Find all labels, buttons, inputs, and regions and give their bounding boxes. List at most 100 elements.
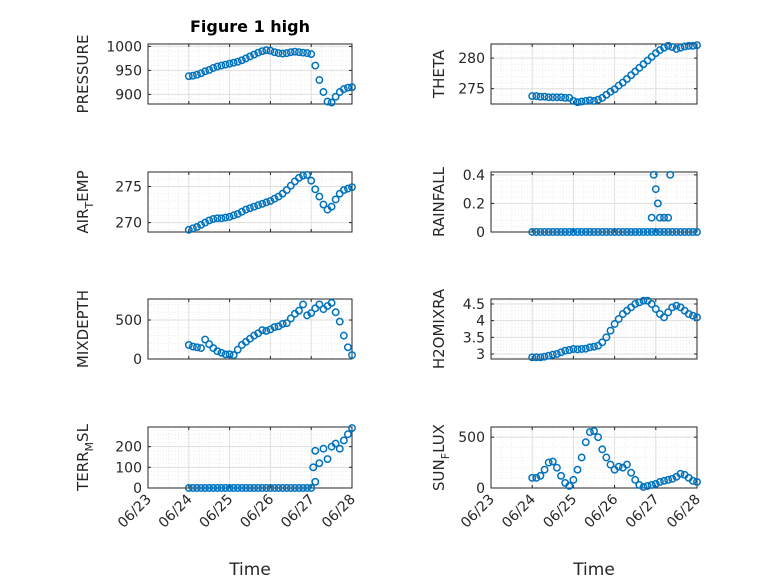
data-point (282, 319, 291, 328)
data-point (664, 213, 673, 222)
data-point (540, 465, 549, 474)
x-tick-label: 06/23 (115, 492, 155, 532)
panel-h2omixra: 33.544.5 H2OMIXRA (430, 288, 701, 369)
data-point (660, 313, 668, 322)
y-axis-label: THETA (430, 49, 448, 99)
data-point (561, 228, 570, 236)
data-point (590, 427, 598, 436)
data-point (266, 484, 275, 492)
data-point (274, 484, 283, 492)
data-point (311, 446, 320, 455)
data-point (286, 48, 295, 57)
data-point (331, 308, 340, 317)
data-point (664, 475, 673, 484)
data-point (217, 348, 226, 357)
data-point (258, 484, 267, 492)
data-point (585, 343, 594, 352)
y-tick-label: 0 (476, 225, 485, 241)
data-point (311, 61, 320, 70)
data-point (315, 192, 324, 201)
x-axis-label: Time (572, 560, 615, 580)
data-point (258, 326, 267, 335)
data-point (635, 298, 644, 307)
data-point (561, 93, 570, 102)
data-point (631, 475, 640, 484)
data-point (197, 220, 205, 229)
data-point (540, 352, 549, 361)
data-point (627, 71, 636, 80)
data-point (668, 303, 677, 312)
data-point (680, 228, 689, 236)
data-point (552, 350, 561, 358)
data-point (569, 475, 578, 484)
data-point (258, 199, 267, 208)
data-point (684, 41, 693, 50)
data-point (319, 444, 328, 453)
x-tick-label: 06/23 (458, 492, 498, 532)
data-point (688, 228, 697, 236)
data-point (250, 484, 259, 492)
data-point (668, 474, 677, 483)
y-axis-label: TERRMSL (74, 423, 96, 492)
data-point (290, 484, 299, 492)
data-point (205, 484, 214, 492)
data-point (660, 213, 668, 222)
data-point (688, 41, 697, 50)
data-point (286, 181, 295, 190)
data-point (262, 484, 271, 492)
data-point (594, 228, 603, 236)
data-point (569, 228, 578, 236)
data-point (311, 304, 320, 313)
data-point (299, 48, 307, 57)
data-point (528, 353, 537, 362)
data-point (618, 228, 627, 236)
data-point (610, 320, 619, 328)
panel-terrmsl: 0 100 200 TERRMSL 06/23 06/24 06/25 06/26 06/27 0… (74, 423, 359, 580)
data-point (197, 344, 205, 353)
data-point (672, 301, 681, 310)
data-point (598, 338, 607, 347)
data-point (339, 85, 348, 94)
data-point (569, 345, 578, 353)
data-point (315, 76, 324, 84)
data-point (635, 63, 644, 72)
data-point (664, 228, 673, 236)
y-tick-label: 500 (115, 313, 142, 329)
data-point (184, 225, 193, 234)
data-point (315, 459, 324, 468)
data-point (229, 58, 238, 67)
data-point (343, 184, 352, 193)
data-point (565, 228, 574, 236)
y-tick-label: 200 (115, 440, 142, 456)
y-axis-label: RAINFALL (430, 166, 448, 237)
data-point (233, 345, 242, 354)
data-point (282, 186, 291, 195)
data-point (233, 57, 242, 66)
data-point (552, 93, 561, 102)
data-point (693, 41, 701, 50)
data-point (343, 83, 352, 92)
data-point (585, 96, 594, 105)
data-point (660, 43, 668, 52)
data-point (184, 72, 193, 81)
data-point (241, 205, 250, 214)
data-point (258, 47, 267, 56)
data-point (635, 228, 644, 236)
data-point (655, 228, 664, 236)
data-point (319, 88, 328, 96)
data-point (590, 96, 598, 105)
data-point (286, 484, 295, 492)
data-point (225, 59, 234, 68)
data-point (627, 228, 636, 236)
data-point (307, 50, 316, 59)
data-point (217, 61, 226, 70)
data-point (193, 222, 201, 231)
data-point (237, 56, 246, 65)
data-point (557, 228, 565, 236)
data-point (266, 325, 275, 334)
data-point (241, 484, 250, 492)
data-point (528, 473, 537, 482)
data-point (581, 438, 590, 447)
data-point (299, 300, 307, 309)
data-point (651, 305, 660, 313)
